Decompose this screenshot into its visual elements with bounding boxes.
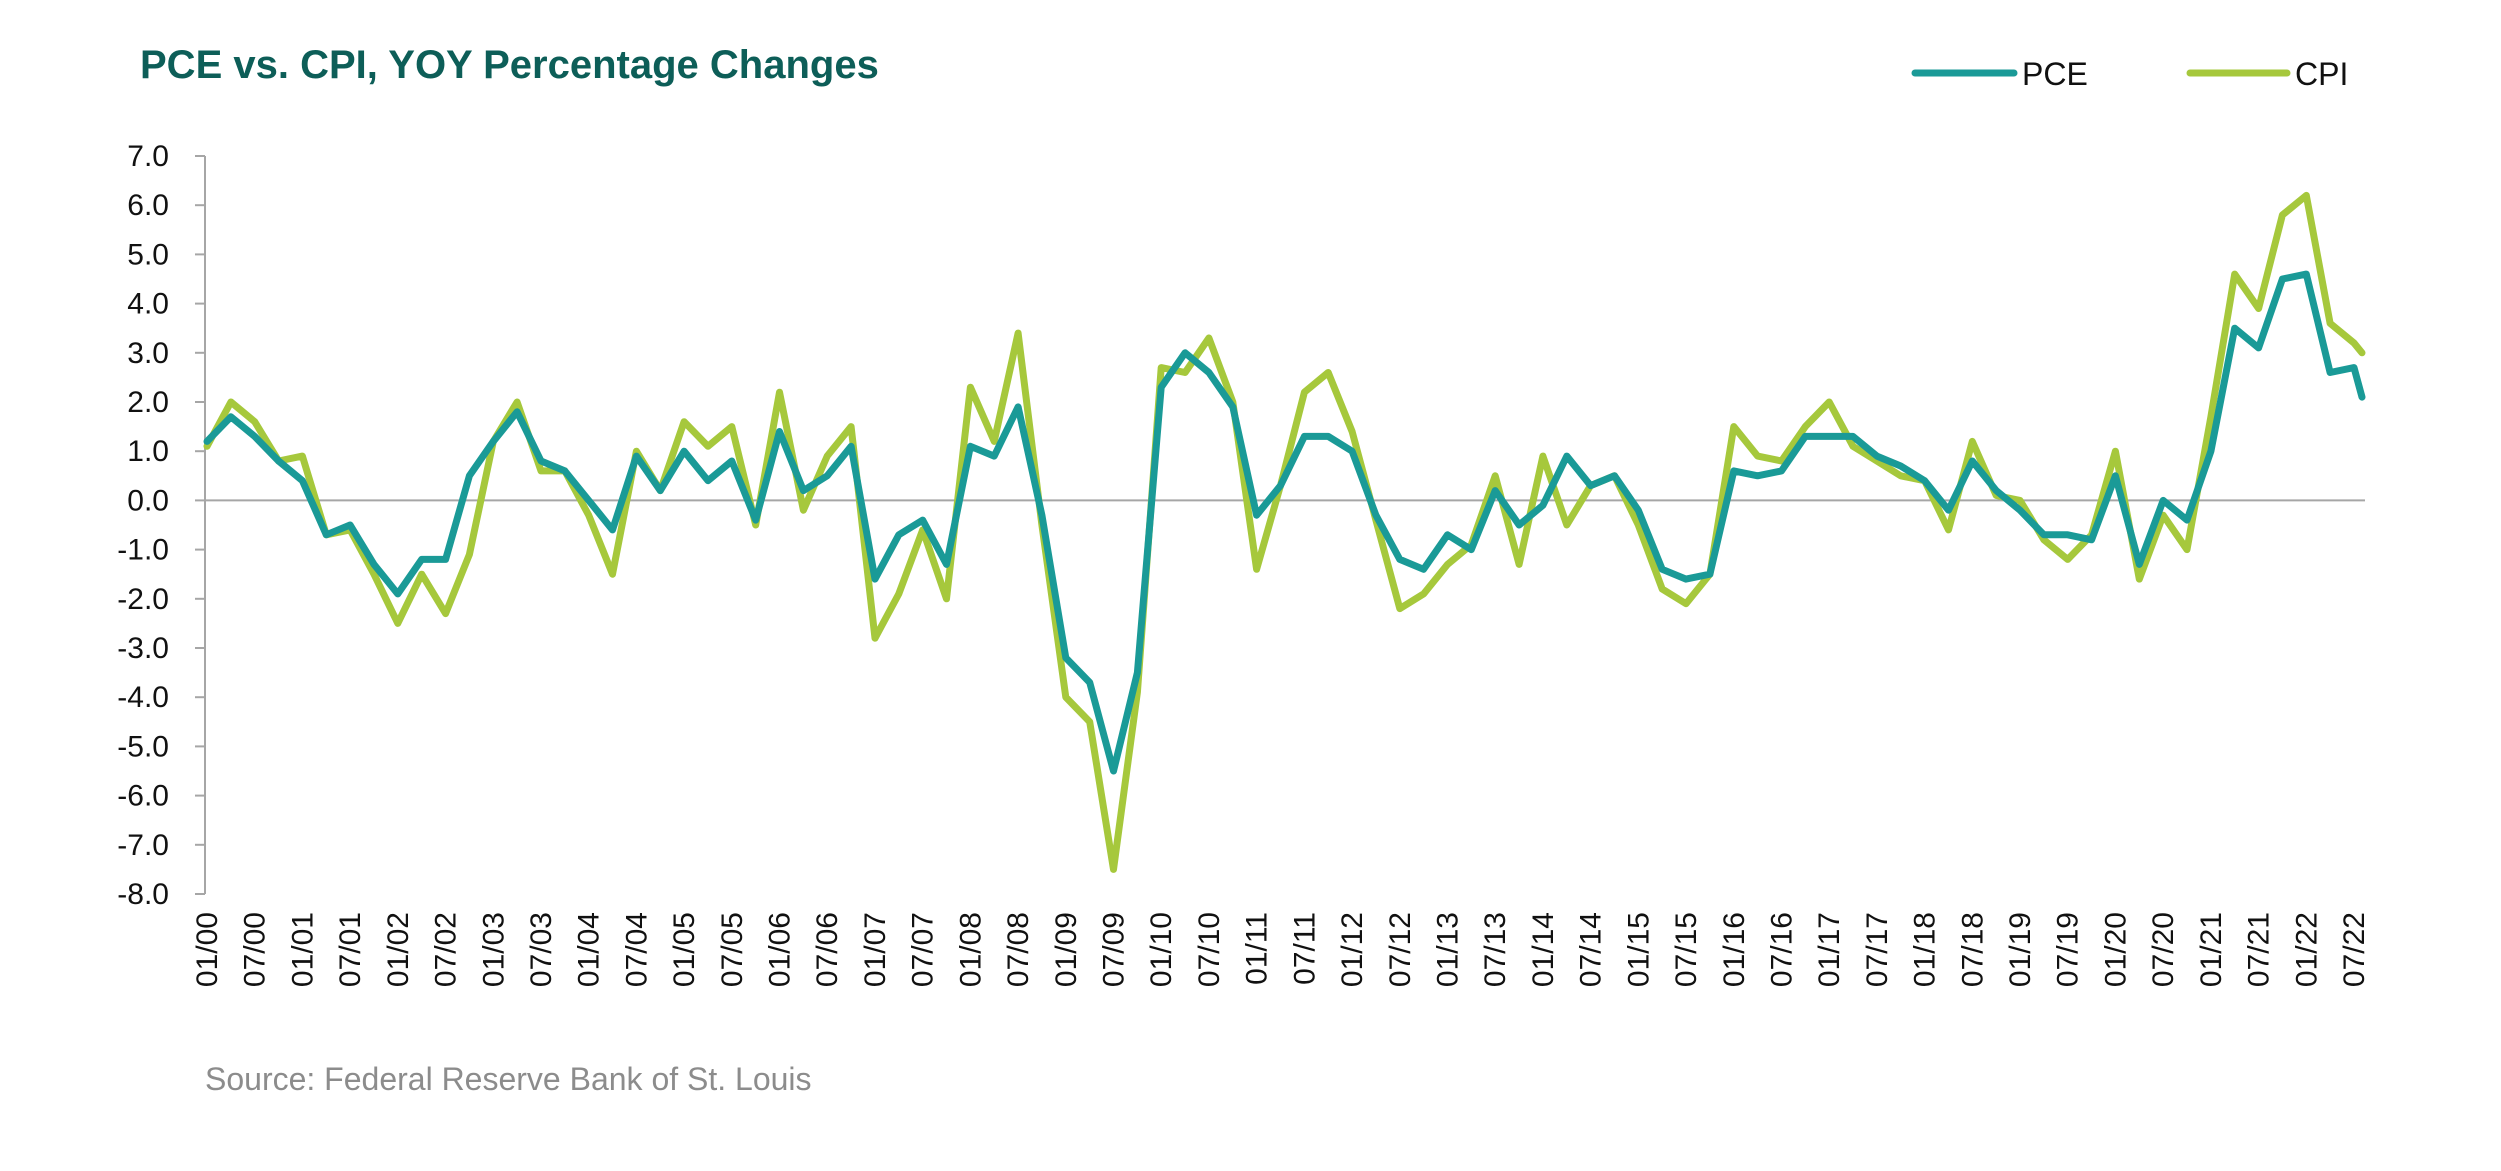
y-tick-label: -7.0 [117, 829, 169, 862]
x-tick-label: 01/10 [1145, 912, 1178, 987]
y-tick-label: -2.0 [117, 583, 169, 616]
y-tick-label: 5.0 [127, 238, 169, 271]
x-tick-label: 01/07 [859, 912, 892, 987]
x-tick-label: 01/19 [2004, 912, 2037, 987]
x-tick-label: 01/00 [191, 912, 224, 987]
x-tick-label: 07/07 [907, 912, 940, 987]
x-tick-label: 07/02 [430, 912, 463, 987]
x-tick-label: 07/03 [525, 912, 558, 987]
x-tick-label: 07/08 [1002, 912, 1035, 987]
x-tick-label: 01/15 [1622, 912, 1655, 987]
x-tick-label: 01/08 [954, 912, 987, 987]
x-tick-label: 07/19 [2052, 912, 2085, 987]
x-tick-label: 01/06 [764, 912, 797, 987]
x-tick-label: 07/14 [1575, 912, 1608, 987]
y-tick-label: 2.0 [127, 386, 169, 419]
y-axis: 7.0 6.0 5.0 4.0 3.0 2.0 1.0 0.0 -1.0 -2.0 -3.0 -4.0… [117, 140, 206, 911]
x-tick-label: 07/11 [1288, 912, 1321, 985]
x-tick-label: 07/13 [1479, 912, 1512, 987]
x-tick-label: 01/18 [1909, 912, 1942, 987]
x-tick-label: 07/17 [1861, 912, 1894, 987]
x-tick-label: 01/04 [573, 912, 606, 987]
x-tick-label: 01/14 [1527, 912, 1560, 987]
y-tick-label: -5.0 [117, 730, 169, 763]
x-tick-label: 07/04 [620, 912, 653, 987]
x-tick-label: 07/15 [1670, 912, 1703, 987]
x-tick-label: 01/01 [286, 912, 319, 987]
x-tick-label: 01/17 [1813, 912, 1846, 987]
x-tick-label: 01/16 [1718, 912, 1751, 987]
legend-label-pce: PCE [2022, 56, 2088, 92]
chart-title: PCE vs. CPI, YOY Percentage Changes [140, 43, 879, 87]
x-axis: 01/00 07/00 01/01 07/01 01/02 07/02 01/03 07/03… [191, 912, 2371, 987]
x-tick-label: 07/09 [1098, 912, 1131, 987]
x-tick-label: 07/06 [811, 912, 844, 987]
x-tick-label: 07/18 [1956, 912, 1989, 987]
x-tick-label: 07/05 [716, 912, 749, 987]
y-tick-label: 1.0 [127, 435, 169, 468]
y-tick-label: -1.0 [117, 534, 169, 567]
source-note: Source: Federal Reserve Bank of St. Loui… [205, 1061, 812, 1097]
y-tick-label: 6.0 [127, 189, 169, 222]
y-tick-label: -4.0 [117, 681, 169, 714]
x-tick-label: 07/16 [1765, 912, 1798, 987]
x-tick-label: 07/00 [239, 912, 272, 987]
x-tick-label: 01/21 [2195, 912, 2228, 987]
x-tick-label: 01/03 [477, 912, 510, 987]
x-tick-label: 01/20 [2099, 912, 2132, 987]
y-tick-label: -6.0 [117, 780, 169, 813]
x-tick-label: 07/01 [334, 912, 367, 987]
x-tick-label: 01/09 [1050, 912, 1083, 987]
y-tick-label: -8.0 [117, 878, 169, 911]
x-tick-label: 01/13 [1431, 912, 1464, 987]
y-tick-label: 3.0 [127, 337, 169, 370]
x-tick-label: 07/10 [1193, 912, 1226, 987]
x-tick-label: 07/20 [2147, 912, 2180, 987]
x-tick-label: 07/12 [1384, 912, 1417, 987]
y-tick-label: -3.0 [117, 632, 169, 665]
x-tick-label: 01/02 [382, 912, 415, 987]
x-tick-label: 07/22 [2338, 912, 2371, 987]
x-tick-label: 07/21 [2243, 912, 2276, 987]
legend-label-cpi: CPI [2295, 56, 2348, 92]
x-tick-label: 01/12 [1336, 912, 1369, 987]
series-line-pce [203, 270, 2366, 775]
x-tick-label: 01/22 [2290, 912, 2323, 987]
x-tick-label: 01/05 [668, 912, 701, 987]
plot-area [203, 191, 2366, 873]
y-tick-label: 7.0 [127, 140, 169, 173]
y-tick-label: 0.0 [127, 484, 169, 517]
x-tick-label: 01/11 [1241, 912, 1274, 985]
y-tick-label: 4.0 [127, 288, 169, 321]
legend: PCE CPI [1911, 56, 2348, 92]
